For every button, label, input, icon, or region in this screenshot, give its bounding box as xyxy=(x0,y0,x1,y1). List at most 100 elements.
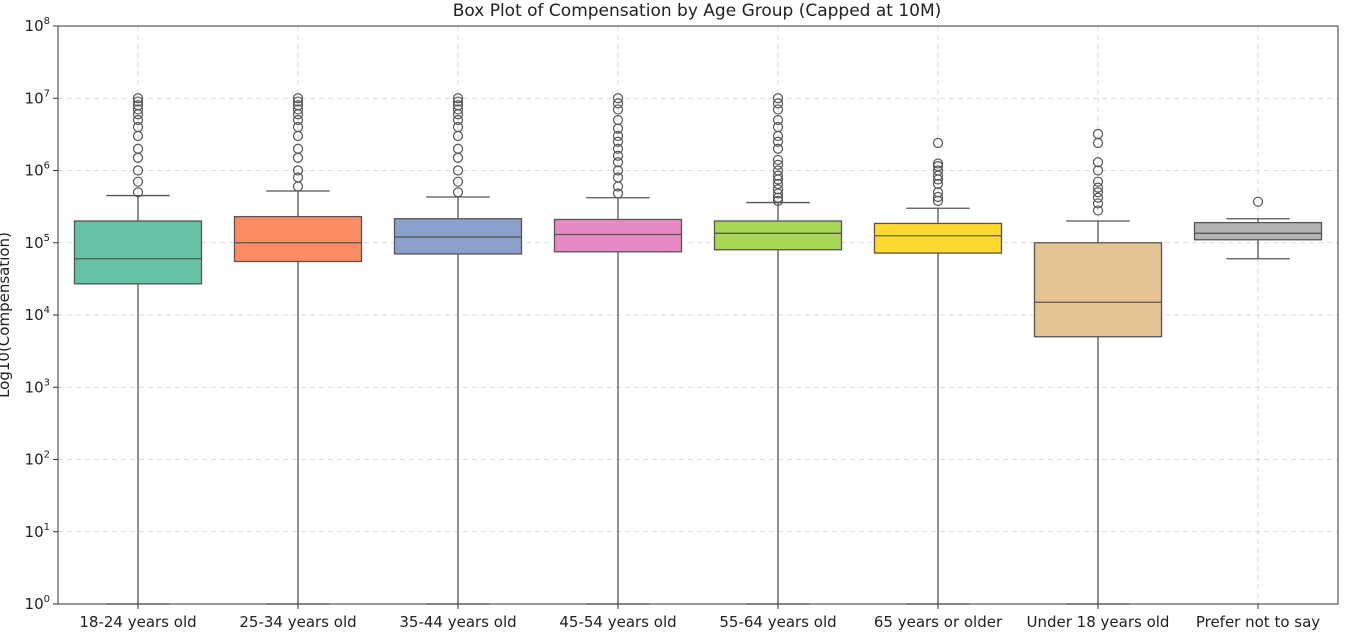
outlier-point xyxy=(1092,128,1104,140)
box-55-64-years-old xyxy=(713,93,843,605)
x-tick-label: Under 18 years old xyxy=(1027,613,1170,631)
outlier-point xyxy=(612,150,624,161)
outlier-point xyxy=(772,136,784,147)
outlier-point xyxy=(292,143,304,154)
box-65-years-or-older xyxy=(873,137,1003,605)
x-tick-label: 55-64 years old xyxy=(719,613,836,631)
y-tick-label: 108 xyxy=(25,16,50,35)
outlier-point xyxy=(772,98,784,109)
outlier-point xyxy=(132,187,144,198)
outlier-point xyxy=(932,191,944,203)
outlier-point xyxy=(1092,192,1104,203)
outlier-point xyxy=(612,136,624,147)
outlier-point xyxy=(452,165,464,176)
y-axis-label: Log10(Compensation) xyxy=(0,232,13,398)
y-tick-label: 103 xyxy=(25,377,50,396)
outlier-point xyxy=(772,121,784,133)
outlier-point xyxy=(1092,157,1104,168)
outlier-point xyxy=(452,114,464,126)
outlier-point xyxy=(292,96,304,107)
outlier-point xyxy=(612,165,624,176)
outlier-point xyxy=(452,143,464,154)
box-iqr xyxy=(1193,221,1323,241)
outlier-point xyxy=(612,114,624,126)
outlier-point xyxy=(1092,176,1104,187)
box-45-54-years-old xyxy=(553,93,683,605)
outlier-point xyxy=(292,114,304,126)
outlier-point xyxy=(452,176,464,187)
outlier-point xyxy=(1092,198,1104,209)
outlier-point xyxy=(772,170,784,181)
outlier-point xyxy=(772,114,784,126)
box-iqr xyxy=(393,218,523,255)
box-iqr xyxy=(73,220,203,285)
box-iqr xyxy=(713,220,843,251)
y-tick-label: 104 xyxy=(25,305,50,324)
y-tick-label: 102 xyxy=(25,450,50,469)
box-iqr xyxy=(873,222,1003,254)
x-tick-label: 35-44 years old xyxy=(399,613,516,631)
outlier-point xyxy=(1092,182,1104,193)
outlier-point xyxy=(1092,187,1104,198)
outlier-point xyxy=(612,172,624,183)
outlier-point xyxy=(132,165,144,176)
y-tick-label: 107 xyxy=(25,88,50,107)
outlier-point xyxy=(452,100,464,111)
outlier-point xyxy=(772,159,784,170)
outlier-point xyxy=(292,100,304,111)
outlier-point xyxy=(932,137,944,149)
y-tick-label: 106 xyxy=(25,161,50,180)
outlier-point xyxy=(132,93,144,104)
outlier-point xyxy=(292,165,304,176)
box-25-34-years-old xyxy=(233,93,363,605)
x-tick-label: 18-24 years old xyxy=(79,613,196,631)
outlier-point xyxy=(612,157,624,168)
outlier-point xyxy=(932,165,944,176)
outlier-point xyxy=(1092,165,1104,176)
outlier-point xyxy=(612,93,624,104)
outlier-point xyxy=(772,165,784,176)
box-iqr xyxy=(1033,242,1163,338)
outlier-point xyxy=(132,176,144,187)
outlier-point xyxy=(132,100,144,111)
outlier-point xyxy=(132,114,144,126)
y-tick-label: 105 xyxy=(25,233,50,252)
outlier-point xyxy=(452,121,464,133)
outlier-point xyxy=(612,143,624,154)
outlier-point xyxy=(612,98,624,109)
y-axis: 100 101 102 103 104 105 106 107 108 xyxy=(25,16,58,613)
outlier-point xyxy=(932,187,944,198)
outlier-point xyxy=(772,143,784,154)
outlier-point xyxy=(292,104,304,115)
y-tick-label: 101 xyxy=(25,522,50,541)
outlier-point xyxy=(452,93,464,104)
outlier-point xyxy=(772,154,784,166)
outlier-point xyxy=(292,121,304,133)
outlier-point xyxy=(772,195,784,206)
box-iqr xyxy=(233,215,363,263)
outlier-point xyxy=(612,130,624,142)
box-prefer-not-to-say xyxy=(1193,196,1323,260)
outlier-point xyxy=(452,96,464,107)
y-tick-label: 100 xyxy=(25,594,50,613)
x-tick-label: 65 years or older xyxy=(874,613,1003,631)
outlier-point xyxy=(932,161,944,172)
outlier-point xyxy=(772,93,784,104)
x-tick-label: Prefer not to say xyxy=(1196,613,1320,631)
outlier-point xyxy=(612,188,624,199)
x-tick-label: 45-54 years old xyxy=(559,613,676,631)
outlier-point xyxy=(132,121,144,133)
outlier-point xyxy=(132,104,144,115)
outlier-point xyxy=(452,104,464,115)
box-35-44-years-old xyxy=(393,93,523,605)
x-tick-label: 25-34 years old xyxy=(239,613,356,631)
outlier-point xyxy=(1092,205,1104,216)
x-axis: 18-24 years old 25-34 years old 35-44 year… xyxy=(79,604,1320,631)
box-iqr xyxy=(553,218,683,253)
outlier-point xyxy=(292,93,304,104)
outlier-point xyxy=(772,104,784,115)
outlier-point xyxy=(132,96,144,107)
outlier-point xyxy=(452,187,464,198)
outlier-point xyxy=(292,172,304,183)
